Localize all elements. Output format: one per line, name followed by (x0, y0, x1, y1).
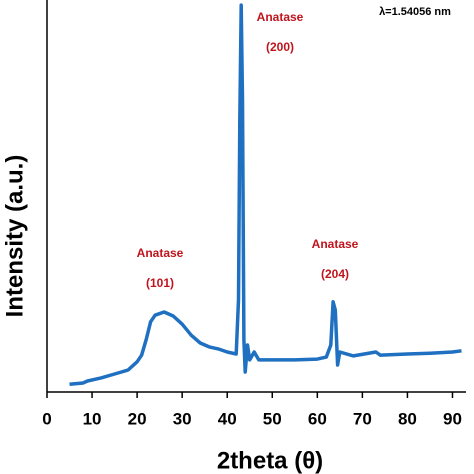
x-tick-label: 50 (263, 409, 282, 428)
x-tick-label: 20 (128, 409, 147, 428)
x-tick-label: 70 (353, 409, 372, 428)
x-tick-label: 30 (173, 409, 192, 428)
x-tick-label: 0 (42, 409, 51, 428)
annotation-peak: (101) (146, 276, 174, 290)
annotation-peak: (200) (266, 40, 294, 54)
y-axis-label: Intensity (a.u.) (1, 155, 28, 318)
x-tick-label: 40 (218, 409, 237, 428)
x-tick-label: 90 (443, 409, 462, 428)
data-line (69, 3, 462, 386)
x-tick-label: 10 (83, 409, 102, 428)
x-tick-label: 60 (308, 409, 327, 428)
annotation-label: Anatase (137, 246, 184, 260)
x-tick-label: 80 (398, 409, 417, 428)
x-axis-label: 2theta (θ) (217, 447, 323, 474)
annotation-label: Anatase (312, 237, 359, 251)
annotation-peak: (204) (321, 267, 349, 281)
wavelength-note: λ=1.54056 nm (379, 6, 451, 18)
annotation-label: Anatase (257, 10, 304, 24)
